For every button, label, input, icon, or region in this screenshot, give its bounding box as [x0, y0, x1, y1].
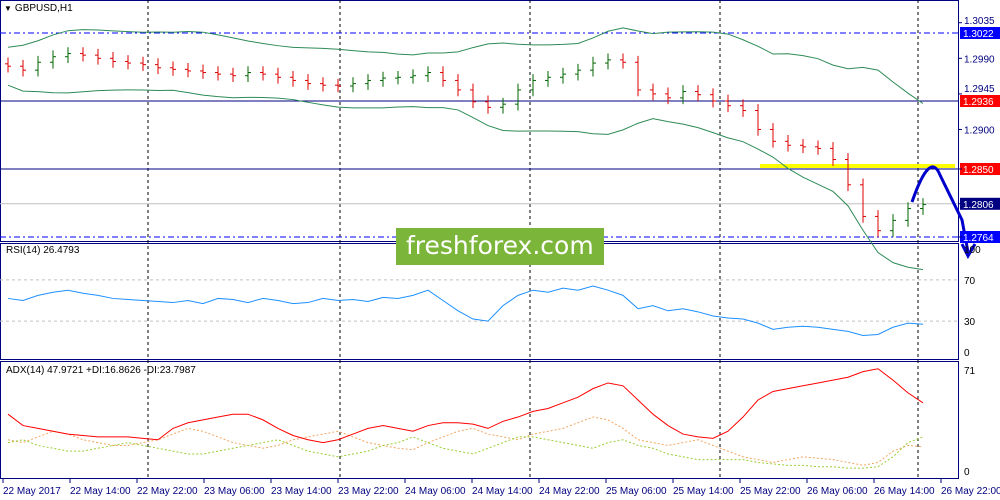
time-tick-label: 26 May 22:00 [941, 486, 1000, 497]
time-tick-label: 23 May 14:00 [271, 486, 332, 497]
price-marker-label: 1.2806 [963, 200, 994, 211]
price-marker-label: 1.2936 [963, 97, 994, 108]
adx-line [7, 368, 924, 444]
time-tick-label: 23 May 06:00 [204, 486, 265, 497]
symbol-title: ▼ GBPUSD,H1 [4, 3, 73, 14]
price-marker [960, 94, 1000, 107]
price-marker-label: 1.3022 [963, 29, 994, 40]
adx-panel [0, 361, 959, 479]
price-marker [960, 197, 1000, 210]
price-marker-label: 1.2764 [963, 233, 994, 244]
price-tick-label: 1.2990 [964, 54, 995, 65]
bollinger-lower [7, 84, 924, 271]
time-tick-label: 25 May 22:00 [740, 486, 801, 497]
time-tick-label: 22 May 22:00 [137, 486, 198, 497]
adx-tick-label: 0 [964, 467, 970, 478]
time-tick-label: 23 May 22:00 [338, 486, 399, 497]
forecast-arrow [910, 165, 970, 253]
rsi-label: RSI(14) 26.4793 [6, 245, 80, 256]
bollinger-upper [7, 27, 924, 104]
time-tick-label: 24 May 14:00 [472, 486, 533, 497]
dropdown-triangle-icon[interactable]: ▼ [4, 4, 12, 13]
time-tick-label: 24 May 06:00 [405, 486, 466, 497]
rsi-tick-label: 30 [964, 317, 976, 328]
time-tick-label: 26 May 14:00 [874, 486, 935, 497]
time-tick-label: 22 May 2017 [3, 486, 61, 497]
adx-label: ADX(14) 47.9721 +DI:16.8626 -DI:23.7987 [6, 365, 196, 376]
forecast-arrowhead-icon [960, 243, 977, 260]
price-tick-label: 1.2945 [964, 84, 995, 95]
price-marker [960, 231, 1000, 244]
time-tick-label: 25 May 14:00 [673, 486, 734, 497]
price-tick-label: 1.3035 [964, 16, 995, 27]
rsi-tick-label: 0 [964, 348, 970, 359]
plus-di-line [7, 416, 924, 466]
adx-tick-label: 71 [964, 366, 976, 377]
price-marker [960, 163, 1000, 175]
minus-di-line [7, 436, 924, 469]
price-marker [960, 26, 1000, 39]
time-tick-label: 26 May 06:00 [807, 486, 868, 497]
rsi-tick-label: 70 [964, 276, 976, 287]
time-tick-label: 22 May 14:00 [70, 486, 131, 497]
time-tick-label: 25 May 06:00 [606, 486, 667, 497]
price-tick-label: 1.2900 [964, 125, 995, 136]
watermark-logo: freshforex.com [396, 228, 604, 265]
time-tick-label: 24 May 22:00 [539, 486, 600, 497]
price-marker-label: 1.2850 [963, 165, 994, 176]
rsi-tick-label: 100 [964, 245, 981, 256]
rsi-line [7, 285, 924, 337]
